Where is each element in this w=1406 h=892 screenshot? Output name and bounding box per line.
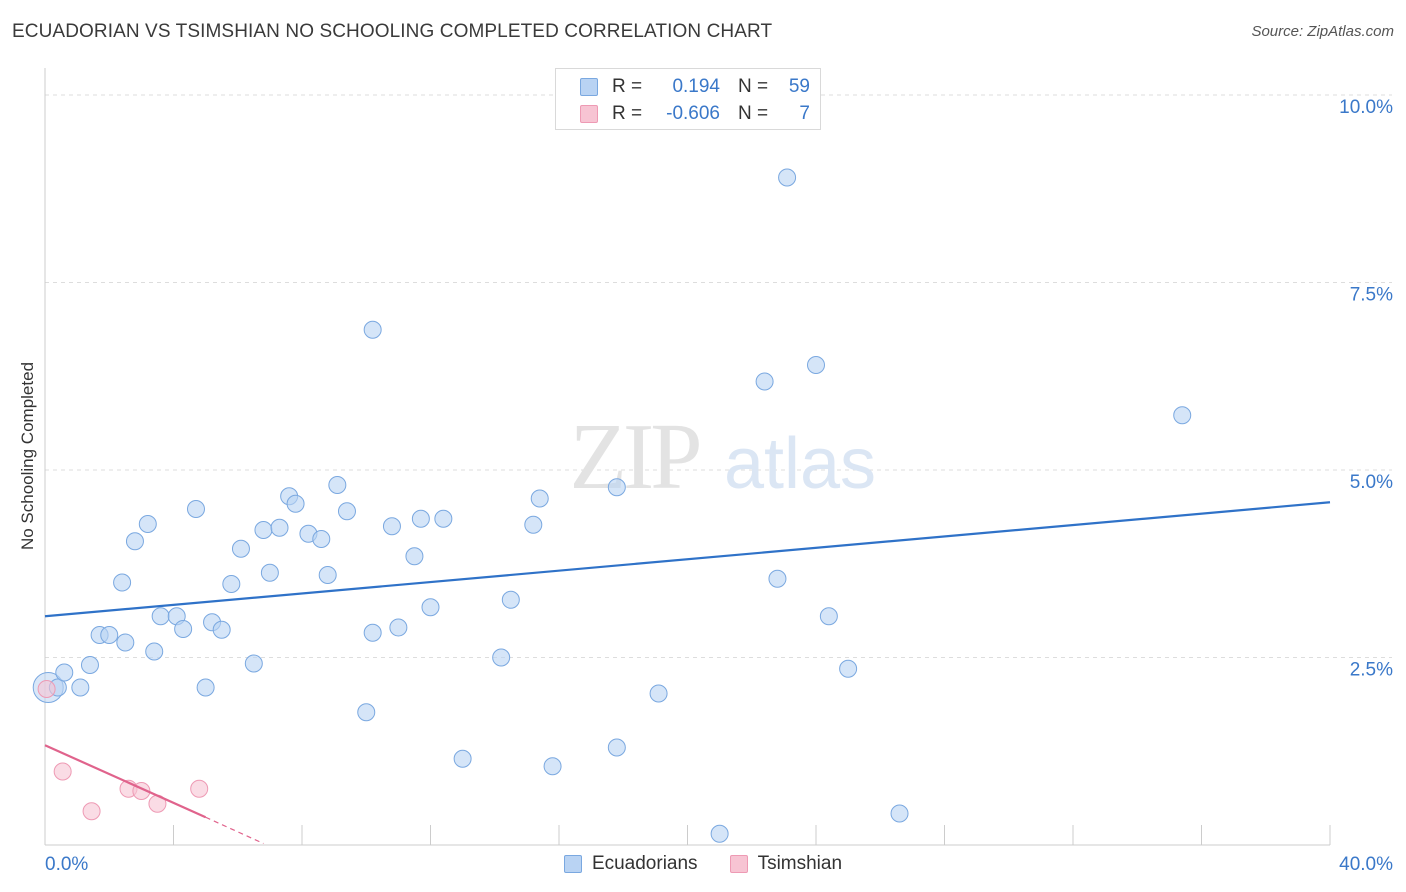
ecuadorian-point [434,509,453,528]
tsimshian-trend-line [44,744,207,819]
ecuadorian-point [807,356,825,374]
tsimshian-point [53,762,72,781]
ecuadorian-point [55,663,74,682]
ecuadorian-point [405,547,424,566]
n-value: 59 [788,76,810,97]
ecuadorians-points [32,168,1192,843]
ecuadorian-point [328,476,347,494]
ecuadorian-point [145,642,164,661]
ecuadorian-point [357,703,376,722]
tsimshian-point [82,802,101,821]
n-value: 7 [799,103,810,124]
ecuadorian-point [270,518,289,537]
gridlines [45,94,1392,658]
ecuadorian-point [501,590,520,609]
ecuadorian-point [244,654,263,673]
watermark-zip: ZIP [570,405,700,509]
ecuadorian-point [492,648,511,667]
ecuadorian-point [453,749,472,768]
ecuadorians-legend-swatch [563,855,582,873]
ecuadorian-point [363,623,382,642]
y-tick-label: 5.0% [1350,472,1393,493]
ecuadorian-point [710,824,729,843]
series-legend: Ecuadorians Tsimshian [0,851,1406,877]
tsimshian-point [190,779,209,798]
ecuadorian-point [116,633,135,652]
x-tick-label: 40.0% [1339,854,1393,875]
ecuadorian-point [186,500,205,518]
ecuadorian-point [138,515,157,533]
r-label: R = [612,103,643,124]
ecuadorians-swatch [580,78,598,96]
ecuadorian-point [389,618,408,637]
x-tick-label: 0.0% [45,854,88,875]
source-label: Source: ZipAtlas.com [1251,23,1394,40]
ecuadorian-point [71,678,90,697]
y-tick-label: 10.0% [1339,97,1393,118]
stats-row-tsimshian: R = -0.606 N = 7 [580,101,810,127]
ecuadorian-point [312,530,331,548]
ecuadorian-point [337,502,356,521]
ecuadorian-point [778,168,797,187]
ecuadorian-point [607,478,626,497]
legend-item-tsimshian[interactable]: Tsimshian [729,853,843,875]
ecuadorian-point [125,532,144,551]
ecuadorian-point [80,656,99,674]
n-label: N = [738,76,769,97]
tsimshian-swatch [580,105,598,123]
legend-item-ecuadorians[interactable]: Ecuadorians [563,853,698,875]
r-value: 0.194 [672,76,720,97]
tsimshian-legend-swatch [729,855,748,873]
legend-label-tsimshian: Tsimshian [757,853,843,874]
ecuadorian-point [839,659,858,678]
ecuadorian-point [260,563,279,582]
ecuadorians-trend-line [44,501,1331,618]
ecuadorian-point [890,804,909,823]
ecuadorian-point [231,539,250,558]
ecuadorian-point [196,678,215,697]
tsimshian-points [37,680,209,821]
r-label: R = [612,76,643,97]
axes [44,68,1331,846]
y-tick-label: 7.5% [1350,285,1393,306]
ecuadorian-point [382,517,401,536]
ecuadorian-point [254,521,273,539]
ecuadorian-point [530,489,549,508]
n-label: N = [738,103,769,124]
ecuadorian-point [411,509,430,528]
ecuadorian-point [222,575,241,593]
ecuadorian-point [286,494,305,513]
ecuadorian-point [649,684,668,703]
ecuadorian-point [212,620,231,639]
ecuadorian-point [318,566,337,584]
tsimshian-point [37,680,56,698]
ecuadorian-point [543,757,562,776]
ecuadorian-point [819,607,838,626]
ecuadorian-point [151,607,170,626]
legend-label-ecuadorians: Ecuadorians [591,853,698,874]
tsimshian-trend-extension [205,816,264,845]
ecuadorian-point [1173,406,1192,425]
ecuadorian-point [113,573,132,592]
ecuadorian-point [607,738,626,757]
stats-row-ecuadorians: R = 0.194 N = 59 [580,74,810,100]
r-value: -0.606 [666,103,720,124]
ecuadorian-point [421,598,440,617]
trend-lines [44,501,1331,845]
ecuadorian-point [768,569,787,588]
watermark-atlas: atlas [724,424,876,504]
ecuadorian-point [755,372,774,391]
stats-legend: R = 0.194 N = 59 R = -0.606 N = 7 [555,68,821,130]
ecuadorian-point [524,515,543,534]
ecuadorian-point [363,320,382,339]
ecuadorian-point [100,626,119,644]
y-tick-label: 2.5% [1350,660,1393,681]
ecuadorian-point [174,620,193,638]
tick-labels: 10.0% 7.5% 5.0% 2.5% 0.0% 40.0% [45,97,1393,875]
chart-title: ECUADORIAN VS TSIMSHIAN NO SCHOOLING COM… [12,21,773,42]
